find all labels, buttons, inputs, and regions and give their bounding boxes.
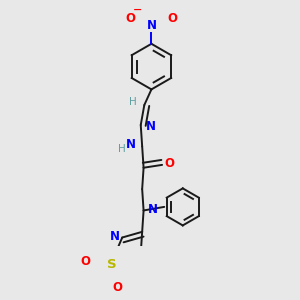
Text: O: O xyxy=(80,254,90,268)
Text: S: S xyxy=(107,258,117,271)
Text: N: N xyxy=(146,19,156,32)
Text: −: − xyxy=(133,4,142,15)
Text: N: N xyxy=(126,138,136,152)
Text: O: O xyxy=(168,12,178,25)
Text: N: N xyxy=(148,202,158,215)
Text: O: O xyxy=(112,281,122,294)
Text: H: H xyxy=(118,144,126,154)
Text: N: N xyxy=(110,230,120,243)
Text: N: N xyxy=(146,120,156,133)
Text: O: O xyxy=(125,12,135,25)
Text: H: H xyxy=(129,97,137,107)
Text: O: O xyxy=(164,157,174,170)
